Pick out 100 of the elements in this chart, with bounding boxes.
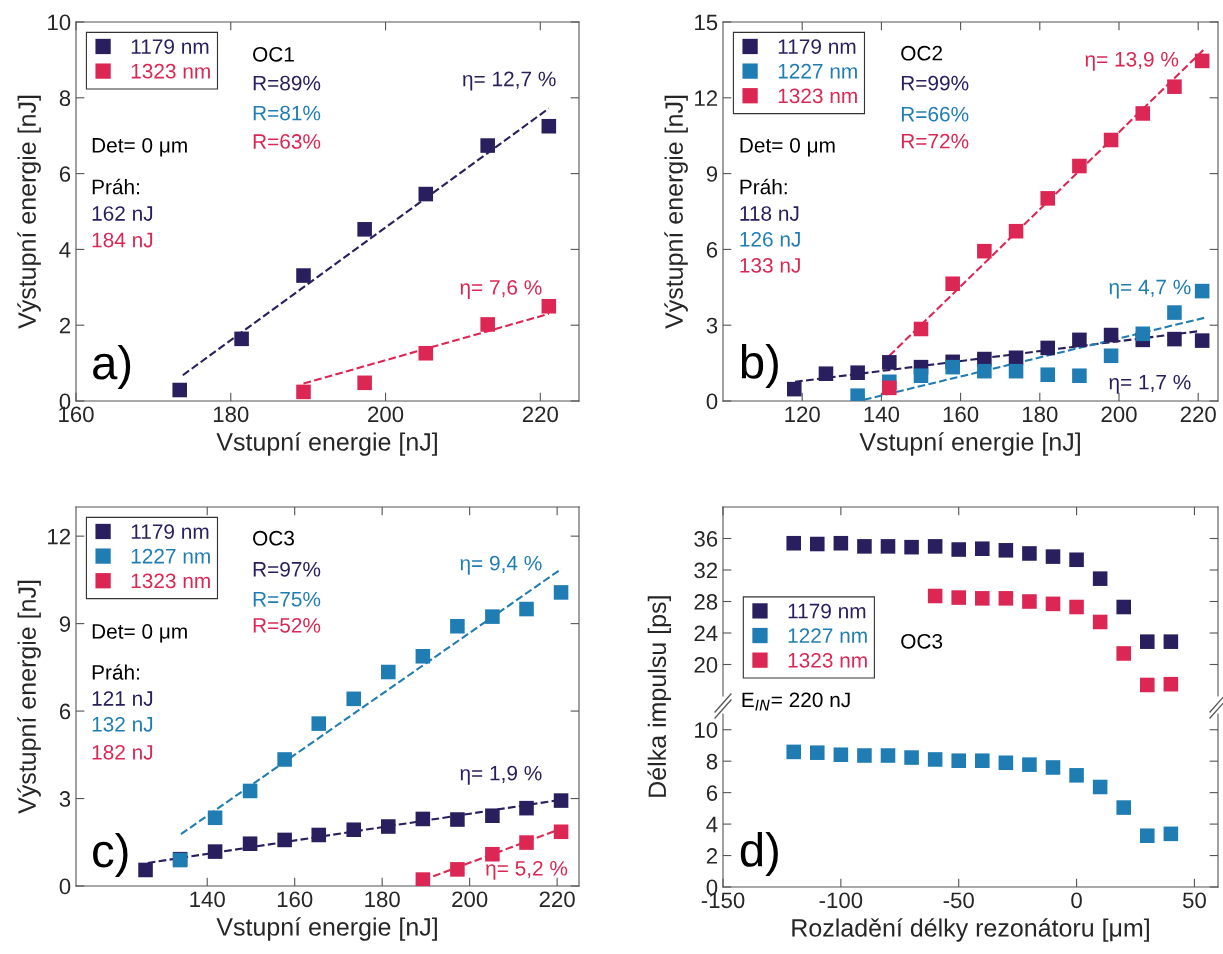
point [786,744,801,760]
legend-label: 1323 nm [131,63,210,79]
point [242,836,258,852]
point [415,648,431,664]
point [207,810,223,826]
point [553,585,569,600]
point [1040,340,1055,356]
annotation: 126 nJ [740,231,800,247]
point [450,618,465,634]
annotation: R=99% [901,75,969,91]
point [927,752,943,767]
y-tick-label: 8 [59,90,71,107]
annotation: η= 1,9 % [460,765,542,785]
annotation: Práh: [92,664,139,680]
point [975,753,990,768]
point [1194,283,1210,299]
point [311,716,327,731]
point [1103,327,1119,343]
legend-label: 1323 nm [788,652,867,668]
point [1163,676,1179,692]
x-tick-label: 200 [452,891,488,908]
point [1092,779,1108,795]
point [1135,106,1151,121]
y-axis-title: Výstupní energie [nJ] [664,95,688,329]
point [346,691,362,707]
annotation: 182 nJ [92,744,153,760]
point [1008,223,1024,239]
y-tick-label: 8 [706,753,718,770]
y-tick-label: 15 [695,14,718,31]
x-tick-label: -100 [819,892,863,909]
legend-label: 1227 nm [778,63,857,79]
point [242,783,258,799]
x-tick-label: 180 [1022,406,1058,423]
point [810,745,825,760]
point [418,186,434,202]
legend-label: 1227 nm [131,548,210,564]
point [857,748,872,763]
annotation: c) [93,832,128,877]
annotation: OC3 [253,530,294,546]
annotation: 184 nJ [92,232,153,248]
point [1163,826,1179,842]
point [1022,594,1037,609]
annotation: OC1 [253,46,294,62]
annotation: OC2 [901,45,942,61]
point [1116,646,1131,661]
y-tick-label: 4 [59,242,71,258]
point [833,747,849,763]
legend-label: 1179 nm [131,524,209,539]
point [553,793,569,808]
point [786,535,801,551]
point [1163,634,1179,649]
annotation: R=89% [253,75,321,91]
x-tick-label: 180 [365,891,400,908]
legend-label: 1227 nm [788,628,867,643]
point [1194,333,1210,348]
annotation: a) [93,344,131,389]
point [1045,760,1061,775]
annotation: R=75% [253,591,321,607]
y-tick-label: 6 [706,785,718,801]
point [850,365,865,380]
annotation: η= 13,9 % [1085,51,1179,71]
point [1092,614,1108,630]
point [951,542,966,557]
point [234,331,249,347]
point [882,355,897,370]
point [1167,79,1182,94]
annotation: Práh: [92,178,139,195]
point [418,345,434,361]
point [1116,599,1131,615]
y-tick-label: 9 [706,166,718,182]
point [977,363,992,379]
point [818,366,834,381]
y-tick-label: 0 [59,878,71,895]
annotation: b) [741,344,778,389]
x-tick-label: 200 [1101,406,1137,423]
point [277,752,292,767]
y-tick-label: 0 [706,393,718,410]
point [1022,546,1037,561]
point [998,591,1014,606]
x-tick-label: 140 [190,891,225,908]
annotation: R=72% [901,133,969,149]
x-tick-label: 0 [1071,892,1082,909]
annotation: E$_{IN}$= 220 nJ [742,692,850,711]
y-tick-label: 6 [59,703,71,720]
point [927,588,943,604]
point [519,800,534,816]
annotation: d) [740,832,778,877]
y-tick-label: 10 [695,722,718,738]
point [1045,549,1061,564]
point [1072,368,1087,384]
y-tick-label: 2 [706,848,718,864]
point [1167,331,1182,347]
point [1103,132,1119,148]
x-tick-label: 180 [213,406,249,423]
point [311,827,327,843]
point [945,359,960,375]
x-tick-label: 200 [368,406,404,423]
point [296,384,311,400]
annotation: R=52% [253,617,321,633]
y-tick-label: 6 [59,166,71,182]
